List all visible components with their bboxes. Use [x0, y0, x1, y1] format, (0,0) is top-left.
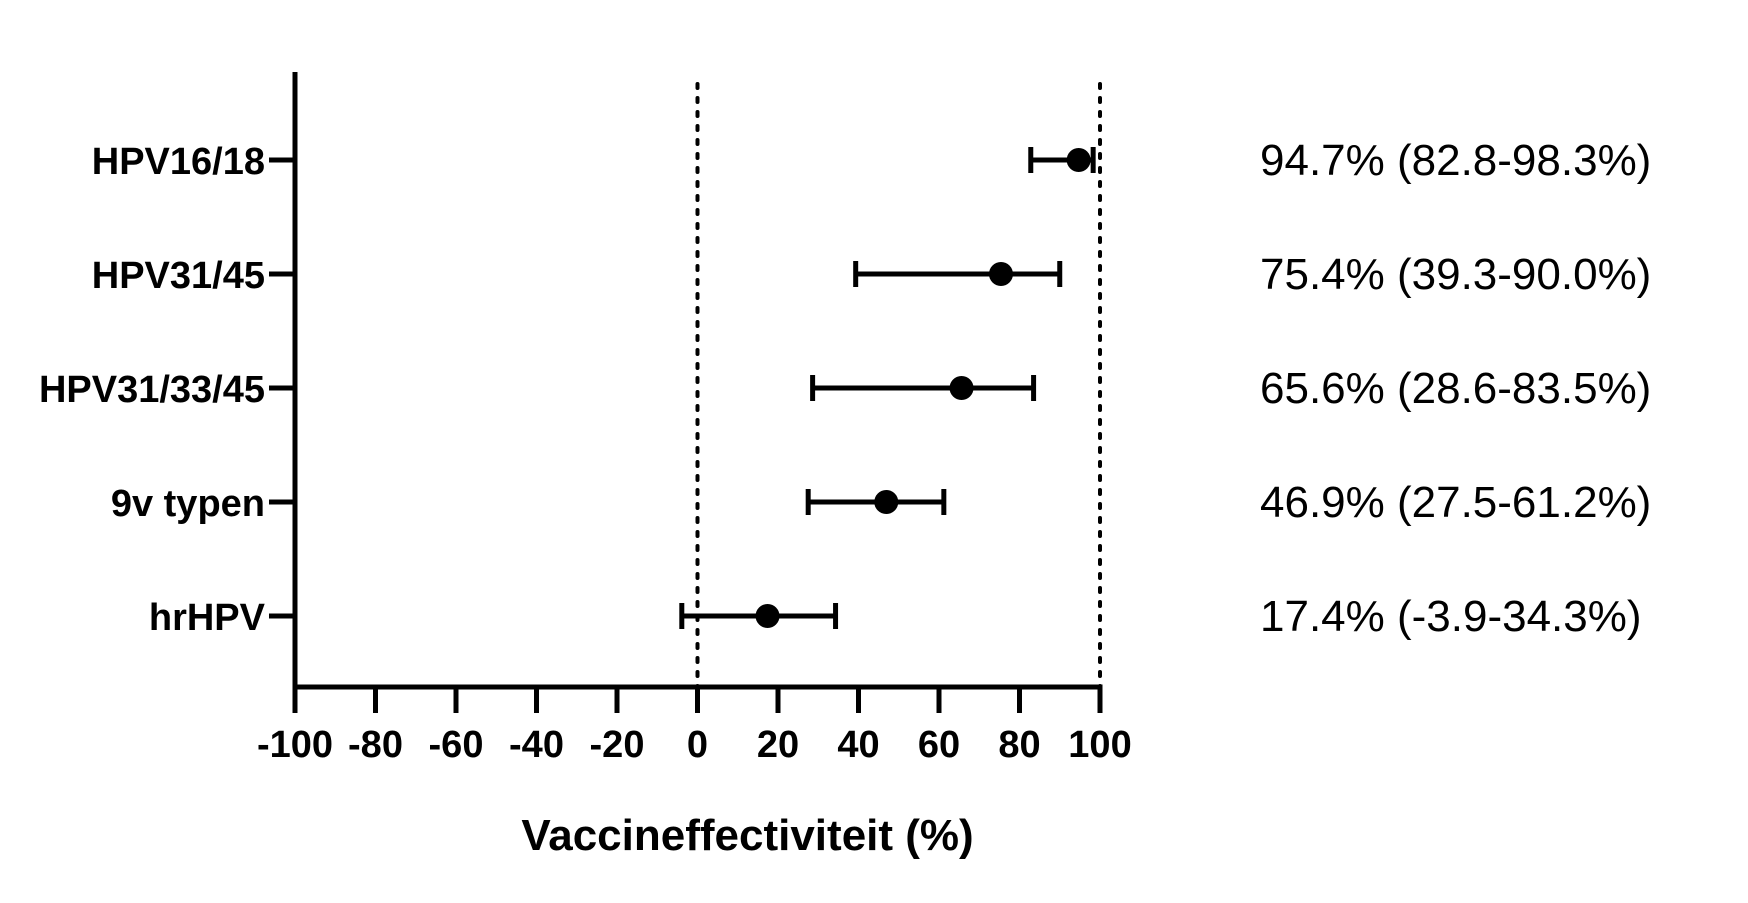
- y-tick-label: 9v typen: [111, 483, 265, 525]
- forest-row: 17.4% (-3.9-34.3%): [679, 592, 1642, 641]
- estimate-annotation: 65.6% (28.6-83.5%): [1260, 364, 1651, 413]
- y-tick-label: HPV16/18: [92, 141, 265, 183]
- estimate-annotation: 75.4% (39.3-90.0%): [1260, 250, 1651, 299]
- estimate-annotation: 94.7% (82.8-98.3%): [1260, 136, 1651, 185]
- x-tick-label: -80: [348, 724, 403, 766]
- reference-lines: [695, 82, 1102, 689]
- estimate-point: [949, 376, 974, 400]
- x-tick-label: 40: [837, 724, 879, 766]
- x-tick-label: 100: [1068, 724, 1131, 766]
- estimate-annotation: 46.9% (27.5-61.2%): [1260, 478, 1651, 527]
- forest-row: 94.7% (82.8-98.3%): [1028, 136, 1651, 185]
- y-tick-label: HPV31/33/45: [39, 369, 265, 411]
- x-tick-label: 20: [757, 724, 799, 766]
- y-tick-label: HPV31/45: [92, 255, 265, 297]
- x-tick-label: -20: [590, 724, 645, 766]
- y-axis-ticks: HPV16/18 HPV31/45 HPV31/33/45 9v typen hrHPV: [39, 141, 295, 639]
- estimate-annotation: 17.4% (-3.9-34.3%): [1260, 592, 1642, 641]
- estimate-point: [988, 262, 1013, 286]
- forest-row: 46.9% (27.5-61.2%): [805, 478, 1651, 527]
- x-tick-label: -40: [509, 724, 564, 766]
- forest-row: 75.4% (39.3-90.0%): [853, 250, 1651, 299]
- estimate-point: [1066, 148, 1091, 172]
- x-axis-ticks: -100 -80 -60 -40 -20 0 20 40 60 80 100: [257, 687, 1132, 766]
- estimate-point: [874, 490, 899, 514]
- x-tick-label: 60: [918, 724, 960, 766]
- estimate-point: [755, 604, 780, 628]
- forest-row: 65.6% (28.6-83.5%): [810, 364, 1651, 413]
- x-tick-label: 80: [998, 724, 1040, 766]
- y-tick-label: hrHPV: [149, 597, 266, 639]
- x-tick-label: -100: [257, 724, 333, 766]
- forest-rows: 94.7% (82.8-98.3%) 75.4% (39.3-90.0%) 65.6…: [679, 136, 1651, 641]
- x-tick-label: 0: [687, 724, 708, 766]
- x-axis-title: Vaccineffectiviteit (%): [521, 811, 973, 860]
- x-tick-label: -60: [429, 724, 484, 766]
